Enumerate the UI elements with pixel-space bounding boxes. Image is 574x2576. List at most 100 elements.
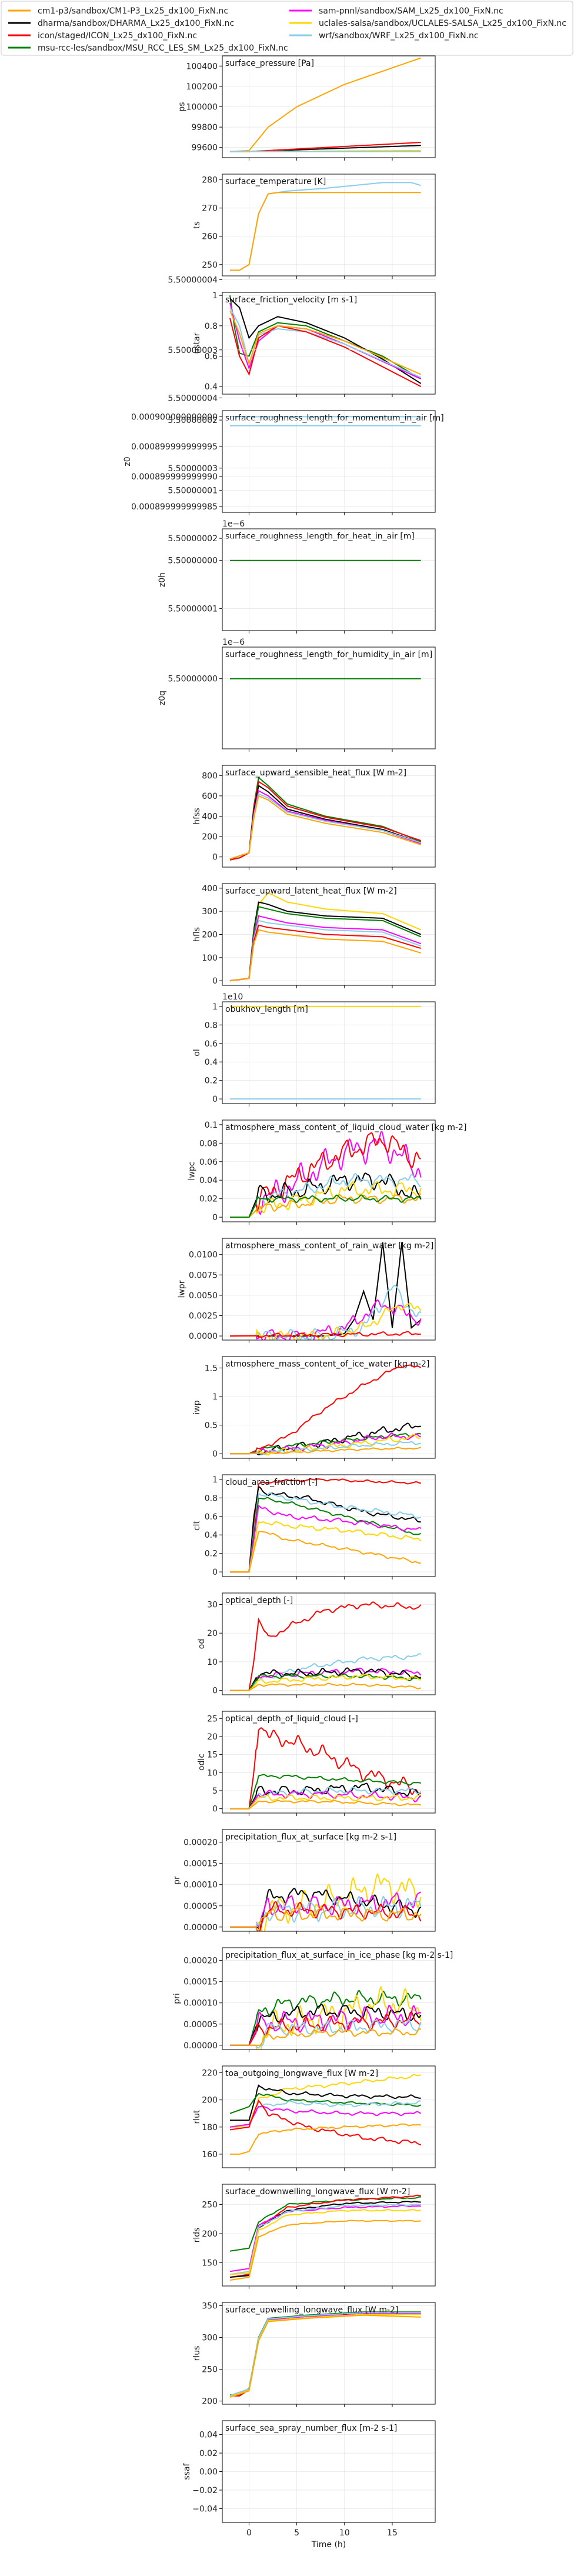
- panel-lwpr: atmosphere_mass_content_of_rain_water [k…: [178, 1238, 436, 1343]
- panel-od: optical_depth [-] 0 10 20 30 od: [197, 1592, 436, 1698]
- series-line-sam: [230, 1131, 422, 1218]
- series-line-wrf: [229, 2204, 421, 2275]
- series-line-sam: [230, 2005, 422, 2046]
- axes-frame: [222, 1238, 436, 1341]
- axes-frame: [222, 2184, 436, 2287]
- panel-ts: surface_temperature [K] 250 260 270 280 ts: [192, 174, 436, 279]
- series-line-msu: [230, 1990, 422, 2046]
- series-line-cm1: [230, 1193, 421, 1218]
- y-tick-label: 5.50000002: [168, 534, 218, 544]
- panel-title: precipitation_flux_at_surface [kg m-2 s-…: [225, 1832, 396, 1842]
- y-tick-label: 5.50000000: [168, 556, 218, 566]
- y-tick-label: 0.02: [199, 2449, 218, 2458]
- y-tick-label: 350: [202, 2301, 218, 2311]
- series-line-wrf: [229, 2312, 421, 2396]
- panel-title: surface_friction_velocity [m s-1]: [225, 295, 357, 305]
- y-tick-label: 0.2: [205, 1549, 218, 1559]
- axes-frame: [222, 1592, 436, 1695]
- panel-title: surface_upwelling_longwave_flux [W m-2]: [225, 2305, 398, 2315]
- series-line-wrf: [229, 919, 422, 982]
- y-tick-label: 600: [202, 792, 218, 801]
- y-tick-label: 0.8: [205, 1494, 218, 1503]
- series-line-cm1: [230, 1531, 421, 1573]
- series-line-msu: [230, 1497, 422, 1573]
- series-line-sam: [229, 302, 422, 380]
- y-axis-label: z0h: [158, 572, 167, 587]
- y-tick-label: −0.04: [192, 2504, 218, 2514]
- y-tick-label: 1: [212, 1475, 218, 1485]
- series-line-wrf: [229, 307, 422, 378]
- series-line-wrf: [230, 1441, 422, 1455]
- y-axis-label: rlus: [192, 2346, 202, 2361]
- y-tick-label: 5.50000004: [168, 394, 218, 403]
- panel-title: cloud_area_fraction [-]: [225, 1478, 318, 1487]
- y-tick-label: 0.0050: [189, 1291, 218, 1301]
- series-line-uclales: [230, 1674, 421, 1691]
- panel-title: surface_temperature [K]: [225, 177, 326, 186]
- series-line-uclales: [230, 1520, 422, 1573]
- y-tick-label: 1: [212, 1002, 218, 1012]
- series-line-cm1: [230, 192, 421, 271]
- panel-rlut: toa_outgoing_longwave_flux [W m-2] 160 180…: [192, 2065, 436, 2171]
- series-line-icon: [229, 2100, 422, 2146]
- panel-title: surface_pressure [Pa]: [225, 59, 314, 68]
- legend-label: wrf/sandbox/WRF_Lx25_dx100_FixN.nc: [319, 31, 479, 41]
- y-axis-label: iwp: [192, 1400, 202, 1414]
- series-line-cm1: [230, 2123, 421, 2155]
- y-tick-label: 270: [202, 204, 218, 214]
- axes-frame: [222, 1119, 436, 1222]
- y-tick-label: 0.8: [205, 322, 218, 331]
- y-tick-label: 0.00010: [183, 1999, 218, 2008]
- y-tick-label: 200: [202, 2096, 218, 2105]
- legend-frame: [1, 1, 573, 56]
- panel-title: surface_upward_sensible_heat_flux [W m-2…: [225, 768, 406, 778]
- series-line-dharma: [230, 1782, 422, 1809]
- legend-box: cm1-p3/sandbox/CM1-P3_Lx25_dx100_FixN.nc…: [1, 1, 573, 56]
- series-line-uclales: [230, 1794, 421, 1809]
- series-line-wrf: [230, 1653, 422, 1691]
- y-tick-label: 200: [202, 2230, 218, 2239]
- y-tick-label: 250: [202, 261, 218, 270]
- y-tick-label: 5.50000001: [168, 486, 218, 495]
- y-tick-label: 0.2: [205, 1077, 218, 1086]
- series-line-cm1: [229, 2220, 421, 2281]
- y-tick-label: 99800: [191, 123, 218, 132]
- panel-title: surface_roughness_length_for_heat_in_air…: [225, 532, 415, 541]
- y-axis-label: ustar: [192, 332, 202, 354]
- y-axis-label: odlc: [197, 1754, 206, 1771]
- y-tick-label: 0.04: [199, 1176, 218, 1185]
- legend-label: msu-rcc-les/sandbox/MSU_RCC_LES_SM_Lx25_…: [38, 44, 288, 53]
- y-tick-label: 0: [212, 1213, 218, 1222]
- panel-rlds: surface_downwelling_longwave_flux [W m-2…: [192, 2184, 436, 2289]
- series-line-cm1: [230, 1907, 422, 1931]
- series-line-msu: [229, 906, 422, 982]
- axes-frame: [222, 1474, 436, 1577]
- y-tick-label: 0.000899999999995: [131, 442, 218, 452]
- panel-title: optical_depth [-]: [225, 1596, 293, 1605]
- y-tick-label: 20: [207, 1629, 218, 1638]
- series-line-msu: [229, 2196, 421, 2252]
- series-line-wrf: [229, 792, 422, 860]
- series-line-sam: [229, 2105, 422, 2128]
- series-line-cm1: [229, 2314, 421, 2398]
- panel-title: toa_outgoing_longwave_flux [W m-2]: [225, 2069, 378, 2078]
- x-tick-label: 15: [387, 2528, 398, 2538]
- y-tick-label: 5: [212, 1787, 218, 1796]
- axes-frame: [222, 2065, 436, 2168]
- y-tick-label: 1: [212, 291, 218, 301]
- x-tick-label: 0: [246, 2528, 252, 2538]
- y-axis-label: lwpr: [178, 1280, 187, 1298]
- y-tick-label: 0.8: [205, 1021, 218, 1030]
- legend-label: cm1-p3/sandbox/CM1-P3_Lx25_dx100_FixN.nc: [38, 6, 228, 16]
- panel-ssaf: surface_sea_spray_number_flux [m-2 s-1] −…: [182, 2420, 436, 2550]
- y-tick-label: 160: [202, 2150, 218, 2160]
- y-tick-label: 0: [212, 1095, 218, 1104]
- panel-lwpc: atmosphere_mass_content_of_liquid_cloud_…: [187, 1119, 466, 1225]
- y-tick-label: 0.00020: [183, 1838, 218, 1848]
- y-tick-label: 0.6: [205, 352, 218, 361]
- panel-ol: obukhov_length [m] 0 0.2 0.4 0.6 0.8 1 1e10 ol: [192, 992, 436, 1107]
- series-line-cm1: [229, 57, 422, 152]
- y-axis-label: rlut: [192, 2110, 202, 2124]
- y-axis-label: z0: [123, 456, 132, 466]
- y-tick-label: 0: [212, 977, 218, 986]
